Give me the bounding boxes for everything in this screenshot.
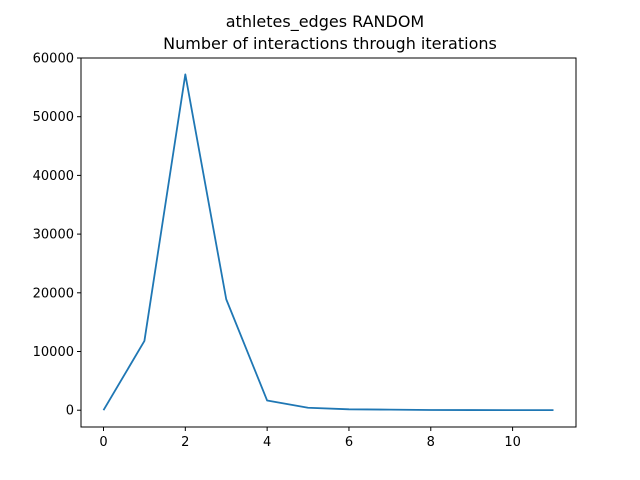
x-tick-label: 10	[504, 435, 521, 450]
y-tick-label: 10000	[33, 345, 74, 360]
chart-subtitle: Number of interactions through iteration…	[163, 34, 497, 53]
y-tick-label: 20000	[33, 286, 74, 301]
plot-frame	[80, 57, 577, 428]
x-tick-label: 8	[427, 435, 435, 450]
y-tick-label: 40000	[33, 169, 74, 184]
y-tick-label: 50000	[33, 110, 74, 125]
y-tick-label: 30000	[33, 228, 74, 243]
y-tick-label: 0	[66, 404, 74, 419]
x-tick-label: 2	[181, 435, 189, 450]
y-tick-label: 60000	[33, 52, 74, 67]
series-line	[102, 73, 554, 412]
x-tick-label: 0	[99, 435, 107, 450]
chart-title: athletes_edges RANDOM	[226, 12, 424, 32]
x-tick-label: 6	[345, 435, 353, 450]
x-tick-label: 4	[263, 435, 271, 450]
